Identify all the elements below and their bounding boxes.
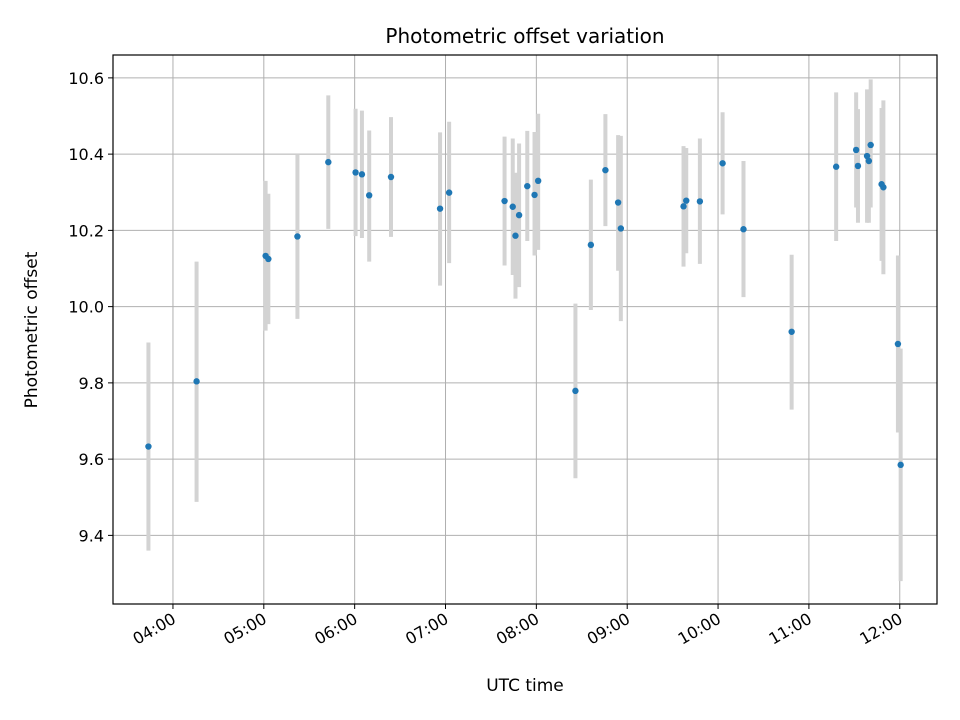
data-point <box>445 189 453 196</box>
data-point <box>515 211 523 219</box>
data-point <box>534 177 542 185</box>
y-tick-label: 9.4 <box>79 526 104 545</box>
data-point <box>358 171 366 178</box>
data-point <box>572 387 579 395</box>
data-point <box>325 158 332 166</box>
y-tick-label: 10.4 <box>68 145 104 164</box>
y-axis-title: Photometric offset <box>22 251 42 408</box>
data-point <box>365 192 373 199</box>
data-point <box>863 152 871 160</box>
data-point <box>265 255 272 263</box>
data-point <box>145 443 152 450</box>
data-point <box>867 141 874 149</box>
data-point <box>880 184 887 191</box>
data-point <box>617 225 625 232</box>
y-tick-label: 9.8 <box>79 374 104 393</box>
data-point <box>832 163 840 170</box>
data-point <box>436 205 444 212</box>
data-point <box>897 461 904 469</box>
y-tick-label: 10.6 <box>68 69 104 88</box>
data-point <box>683 197 690 204</box>
data-point <box>614 199 622 206</box>
data-point <box>294 233 301 240</box>
data-point <box>602 166 609 174</box>
y-tick-label: 9.6 <box>79 450 104 469</box>
data-point <box>193 378 200 385</box>
data-point <box>894 340 902 348</box>
data-point <box>531 191 538 199</box>
data-point <box>352 169 359 176</box>
point-layer <box>145 141 904 469</box>
data-point <box>696 198 704 205</box>
data-point <box>852 146 860 154</box>
data-point <box>719 160 726 167</box>
y-tick-label: 10.0 <box>68 298 104 317</box>
data-point <box>509 203 516 210</box>
data-point <box>740 226 747 233</box>
data-point <box>854 162 862 170</box>
chart-title: Photometric offset variation <box>385 24 664 48</box>
data-point <box>587 241 595 249</box>
data-point <box>512 232 519 239</box>
data-point <box>524 182 531 190</box>
data-point <box>788 328 795 335</box>
y-tick-label: 10.2 <box>68 221 104 240</box>
data-point <box>865 157 873 165</box>
data-point <box>501 197 508 205</box>
grid-layer <box>113 55 937 604</box>
data-point <box>680 203 687 210</box>
x-axis-title: UTC time <box>486 676 564 696</box>
plot-frame <box>112 54 938 605</box>
data-point <box>387 173 395 181</box>
